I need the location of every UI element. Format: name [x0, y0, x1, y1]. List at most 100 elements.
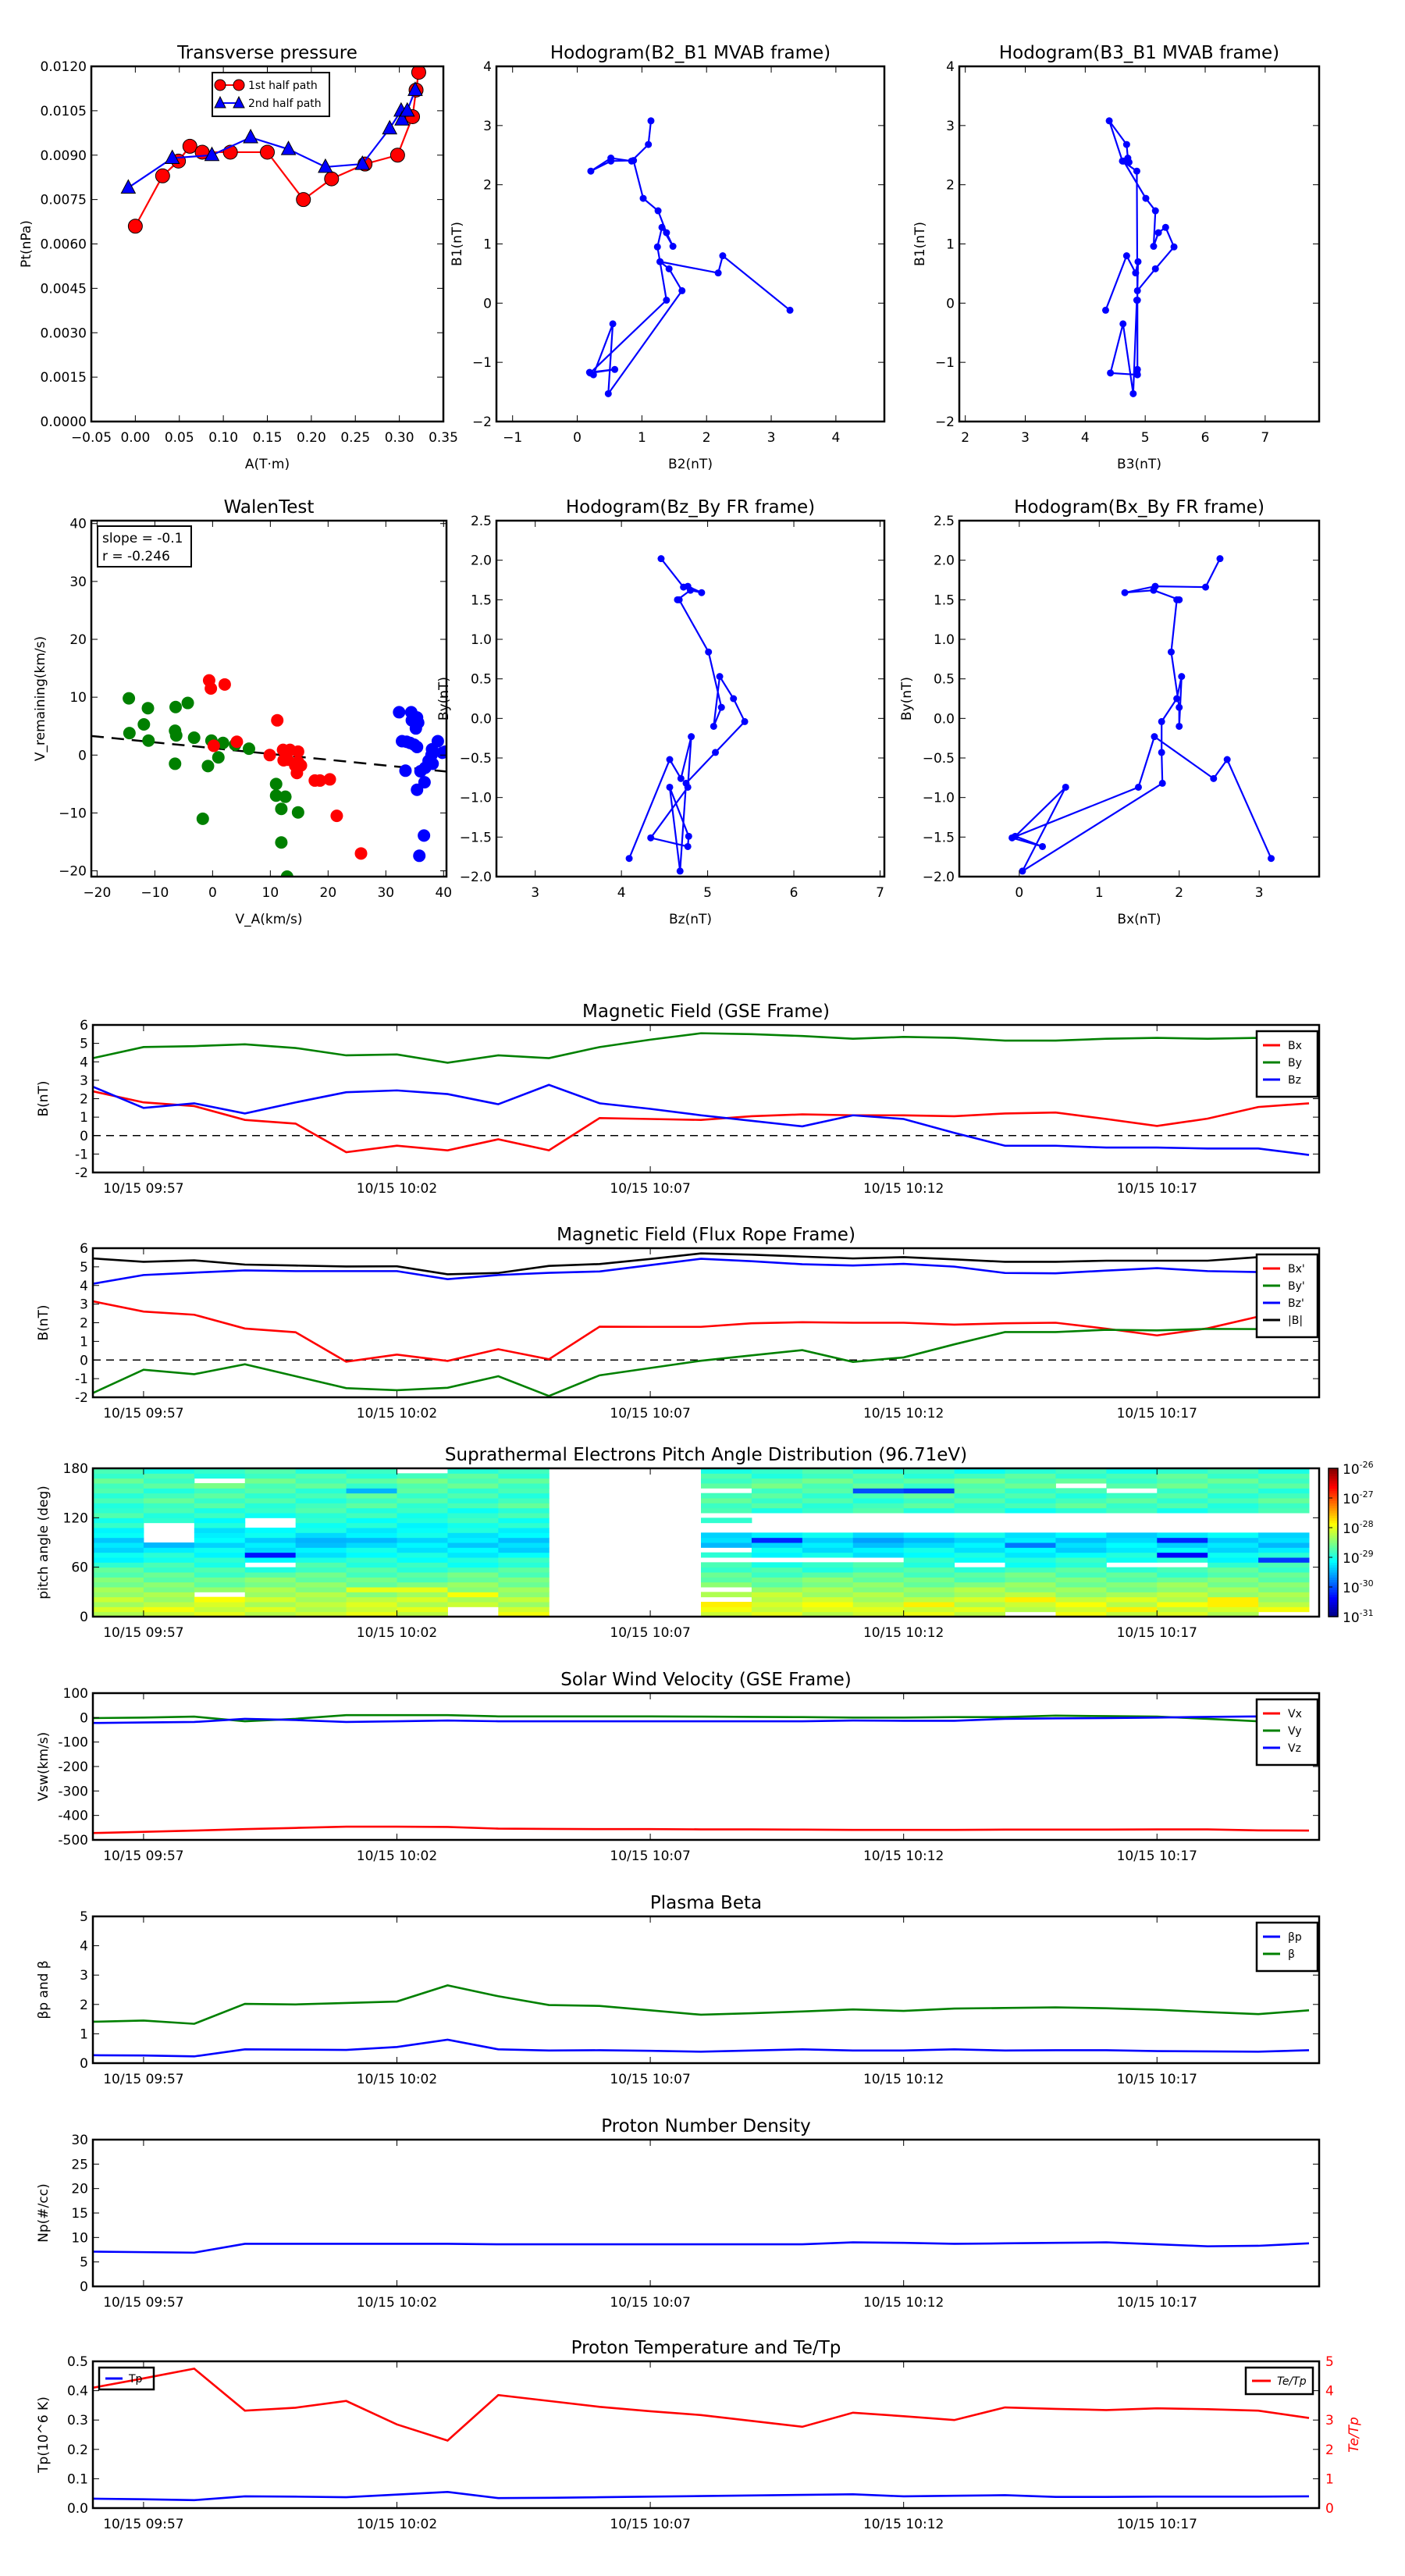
data-point [1158, 779, 1166, 787]
heatmap-cell [1208, 1473, 1259, 1479]
series-2nd-half-path [120, 81, 423, 194]
heatmap-cell [244, 1493, 297, 1499]
colorbar-segment [1329, 1520, 1338, 1524]
heatmap-cell [447, 1517, 499, 1524]
y-tick-label: 3 [80, 1297, 88, 1313]
heatmap-cell [852, 1532, 905, 1539]
heatmap-cell [143, 1503, 195, 1509]
data-point [204, 146, 220, 162]
heatmap-cell [143, 1552, 195, 1558]
heatmap-cell [143, 1513, 195, 1518]
series-np [93, 2241, 1310, 2254]
chart-title: Magnetic Field (Flux Rope Frame) [557, 1225, 855, 1245]
colorbar-exponent: -30 [1360, 1578, 1374, 1589]
series-line [586, 120, 791, 397]
heatmap-cell [93, 1517, 144, 1524]
heatmap-cell [1005, 1572, 1056, 1578]
heatmap-cell [498, 1498, 550, 1503]
data-point [714, 269, 722, 277]
heatmap-cell [1055, 1498, 1107, 1503]
y-tick-label: 1 [80, 1110, 88, 1126]
colorbar-segment [1329, 1552, 1338, 1556]
heatmap-cell [1106, 1537, 1158, 1543]
heatmap-cell [903, 1468, 955, 1474]
heatmap-cell [802, 1606, 854, 1613]
data-point [1133, 167, 1140, 175]
data-point [676, 867, 684, 875]
data-point [1133, 297, 1140, 304]
heatmap-cell [244, 1606, 297, 1613]
colorbar-tick-label: 10-27 [1343, 1489, 1374, 1507]
heatmap-cell [346, 1562, 398, 1568]
heatmap-cell [194, 1542, 246, 1548]
heatmap-cell [194, 1532, 246, 1539]
heatmap-cell [143, 1478, 195, 1484]
heatmap-cell [1258, 1572, 1310, 1578]
heatmap-cell [1208, 1537, 1259, 1543]
data-point [1167, 648, 1175, 656]
data-point [187, 731, 201, 745]
data-point [280, 870, 293, 877]
heatmap-cell [852, 1488, 905, 1494]
heatmap-cell [1055, 1557, 1107, 1563]
heatmap-cell [852, 1577, 905, 1583]
heatmap-cell [1157, 1557, 1208, 1563]
heatmap-cell [295, 1493, 347, 1499]
heatmap-cell [903, 1572, 955, 1578]
heatmap-cell [143, 1592, 195, 1598]
heatmap-cell [1258, 1503, 1310, 1509]
heatmap-cell [1005, 1498, 1056, 1503]
heatmap-cell [194, 1606, 246, 1613]
heatmap-cell [397, 1498, 448, 1503]
heatmap-cell [1005, 1587, 1056, 1592]
x-tick-label: 10/15 10:02 [357, 1848, 437, 1864]
heatmap-cell [93, 1567, 144, 1573]
heatmap-cell [498, 1493, 550, 1499]
colorbar-segment [1329, 1584, 1338, 1588]
data-point [155, 168, 170, 183]
y-tick-label: 0.0075 [41, 193, 87, 208]
heatmap-cell [194, 1572, 246, 1578]
data-point [354, 847, 368, 860]
heatmap-cell [295, 1483, 347, 1489]
heatmap-cell [1005, 1592, 1056, 1598]
y-tick-label: 2 [80, 1998, 88, 2013]
heatmap-cell [1005, 1557, 1056, 1563]
heatmap-cell [751, 1587, 803, 1592]
heatmap-cell [93, 1468, 144, 1474]
heatmap-cell [244, 1572, 297, 1578]
heatmap-cell [244, 1557, 297, 1563]
y-tick-label: 30 [71, 2133, 88, 2148]
heatmap-cell [194, 1473, 246, 1479]
heatmap-cell [802, 1488, 854, 1494]
heatmap-cell [397, 1562, 448, 1568]
heatmap-cell [1157, 1473, 1208, 1479]
heatmap-cell [903, 1582, 955, 1588]
heatmap-cell [447, 1478, 499, 1484]
heatmap-cell [447, 1582, 499, 1588]
data-point [685, 832, 692, 840]
x-tick-label: 0.05 [165, 430, 194, 446]
x-tick-label: 0.20 [297, 430, 326, 446]
heatmap-cell [802, 1567, 854, 1573]
data-point [678, 286, 686, 294]
heatmap-cell [143, 1493, 195, 1499]
colorbar-segment [1329, 1599, 1338, 1603]
heatmap-cell [143, 1562, 195, 1568]
data-point [399, 764, 412, 777]
y-tick-label: 0.4 [67, 2384, 88, 2400]
data-point [680, 583, 688, 591]
y-tick-label: 30 [69, 575, 87, 590]
x-tick-label: 10/15 10:07 [610, 1181, 690, 1197]
data-point [269, 777, 283, 791]
heatmap-cell [954, 1488, 1006, 1494]
heatmap-cell [244, 1468, 297, 1474]
heatmap-cell [701, 1493, 752, 1499]
heatmap-cell [397, 1572, 448, 1578]
heatmap-cell [1005, 1468, 1056, 1474]
heatmap-cell [1055, 1577, 1107, 1583]
y-tick-label: -400 [58, 1809, 88, 1824]
data-point [393, 706, 406, 719]
heatmap-cell [852, 1507, 905, 1514]
heatmap-cell [346, 1592, 398, 1598]
